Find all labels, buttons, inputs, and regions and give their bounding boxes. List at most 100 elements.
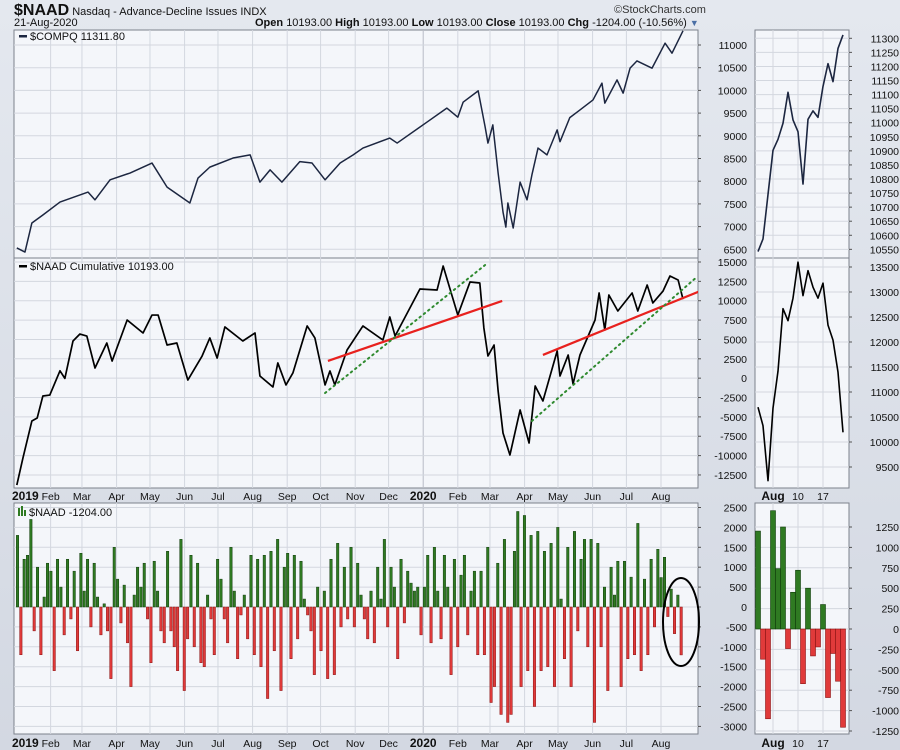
- advance-bar: [292, 555, 296, 608]
- x-tick-label: May: [140, 491, 161, 503]
- advance-bar: [613, 594, 616, 608]
- advance-bar: [206, 594, 210, 608]
- decline-bar: [352, 606, 356, 628]
- advance-bar: [152, 560, 156, 608]
- breadth-legend: $NAAD -1204.00: [29, 507, 112, 519]
- legend-line-icon: [19, 35, 27, 38]
- zoom-advance-bar: [820, 604, 826, 630]
- decline-bar: [346, 606, 350, 620]
- decline-bar: [639, 606, 643, 671]
- decline-bar: [646, 606, 650, 656]
- zoom-decline-bar: [810, 628, 816, 657]
- decline-bar: [476, 606, 480, 656]
- advance-bar: [603, 586, 606, 608]
- y-tick-label: 13500: [870, 262, 899, 274]
- x-tick-label: Feb: [42, 738, 60, 750]
- decline-bar: [619, 606, 623, 687]
- advance-bar: [196, 562, 200, 608]
- y-tick-label: -2500: [720, 393, 747, 405]
- x-tick-label: Apr: [516, 738, 533, 750]
- decline-bar: [506, 606, 510, 723]
- y-tick-label: 8000: [724, 176, 748, 188]
- advance-bar: [59, 586, 63, 608]
- y-tick-label: 12500: [718, 276, 747, 288]
- decline-bar: [586, 606, 590, 648]
- trendline-red: [542, 290, 698, 356]
- y-tick-label: 13000: [870, 287, 899, 299]
- advance-bar: [229, 547, 233, 608]
- y-tick-label: -1000: [720, 642, 747, 654]
- advance-bar: [322, 590, 326, 608]
- advance-bar: [623, 560, 626, 608]
- advance-bar: [42, 596, 46, 608]
- x-tick-label: May: [140, 738, 161, 750]
- x-tick-label: 2020: [410, 489, 437, 503]
- advance-bar: [529, 535, 533, 608]
- advance-bar: [589, 539, 593, 608]
- decline-bar: [99, 606, 103, 636]
- price-legend: $COMPQ 11311.80: [30, 31, 125, 43]
- advance-bar: [72, 570, 76, 608]
- x-tick-label: Aug: [243, 738, 262, 750]
- decline-bar: [592, 606, 596, 723]
- advance-bar: [49, 570, 53, 608]
- x-tick-label: Jun: [584, 738, 601, 750]
- advance-bar: [442, 555, 446, 608]
- decline-bar: [236, 606, 240, 659]
- advance-bar: [659, 577, 663, 608]
- symbol-name: Nasdaq - Advance-Decline Issues: [72, 6, 238, 18]
- decline-bar: [439, 606, 443, 640]
- advance-bar: [262, 555, 266, 608]
- advance-bar: [36, 566, 39, 608]
- legend-bar-icon: [24, 510, 26, 516]
- x-tick-label: May: [548, 738, 569, 750]
- advance-bar: [166, 551, 170, 608]
- advance-bar: [379, 598, 383, 608]
- decline-bar: [626, 606, 630, 659]
- y-tick-label: 250: [881, 604, 899, 616]
- decline-bar: [332, 606, 336, 675]
- decline-bar: [182, 606, 186, 691]
- ad-cumulative-line: [15, 265, 684, 486]
- y-tick-label: 750: [881, 563, 899, 575]
- decline-bar: [546, 606, 550, 667]
- zoom-decline-bar: [785, 628, 791, 649]
- advance-bar: [516, 511, 520, 608]
- decline-bar: [576, 606, 580, 632]
- y-tick-label: -250: [878, 644, 899, 656]
- decline-bar: [252, 606, 256, 656]
- decline-bar: [199, 606, 203, 663]
- advance-bar: [452, 558, 456, 608]
- y-tick-label: 0: [893, 624, 899, 636]
- advance-bar: [269, 551, 273, 608]
- y-tick-label: 6500: [724, 244, 748, 256]
- advance-bar: [416, 586, 420, 608]
- decline-bar: [176, 606, 180, 671]
- decline-bar: [519, 606, 523, 687]
- y-tick-label: 11050: [871, 104, 900, 116]
- advance-bar: [116, 578, 120, 608]
- decline-bar: [296, 606, 300, 640]
- decline-bar: [222, 606, 226, 620]
- advance-bar: [579, 558, 583, 608]
- x-tick-label: 2019: [12, 489, 39, 503]
- y-tick-label: -3000: [720, 721, 747, 733]
- zoom-advance-bar: [775, 568, 781, 630]
- decline-bar: [466, 606, 470, 636]
- decline-bar: [212, 606, 216, 656]
- advance-bar: [26, 555, 29, 608]
- decline-bar: [146, 606, 150, 620]
- decline-bar: [319, 606, 323, 652]
- decline-bar: [306, 606, 310, 616]
- zoom-advance-bar: [795, 569, 801, 630]
- advance-bar: [512, 551, 516, 608]
- high-label: High: [335, 17, 360, 29]
- decline-bar: [499, 606, 503, 715]
- decline-bar: [209, 606, 213, 620]
- triangle-down-icon[interactable]: ▼: [689, 18, 699, 28]
- y-tick-label: -750: [878, 685, 899, 697]
- x-tick-label: Apr: [108, 738, 125, 750]
- advance-bar: [502, 539, 506, 608]
